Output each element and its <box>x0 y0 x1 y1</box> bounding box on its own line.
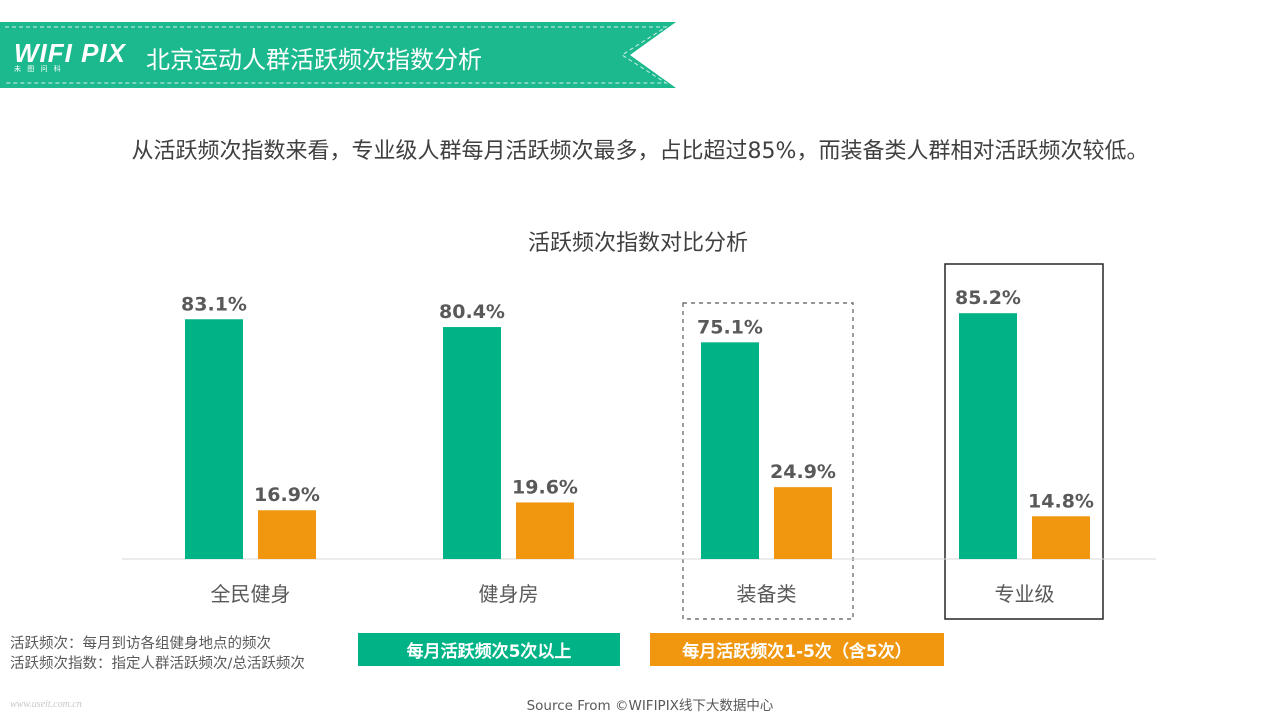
highlight-box-3 <box>944 263 1104 620</box>
category-label-1: 健身房 <box>479 582 539 606</box>
source-text: Source From ©WIFIPIX线下大数据中心 <box>526 698 774 714</box>
note-index-definition: 活跃频次指数：指定人群活跃频次/总活跃频次 <box>10 656 305 672</box>
bar-label-0-3: 85.2% <box>955 287 1021 309</box>
bar-1-1 <box>516 502 574 559</box>
bar-label-1-2: 24.9% <box>770 461 836 483</box>
note-frequency-definition: 活跃频次：每月到访各组健身地点的频次 <box>10 636 271 652</box>
bar-label-0-0: 83.1% <box>181 293 247 315</box>
bar-0-3 <box>959 313 1017 559</box>
bar-0-0 <box>185 319 243 559</box>
category-label-0: 全民健身 <box>211 582 291 606</box>
bar-1-3 <box>1032 516 1090 559</box>
bar-label-0-2: 75.1% <box>697 316 763 338</box>
wifipix-logo: WIFI PIX <box>14 38 126 68</box>
bar-label-1-0: 16.9% <box>254 484 320 506</box>
summary-text: 从活跃频次指数来看，专业级人群每月活跃频次最多，占比超过85%，而装备类人群相对… <box>131 139 1149 164</box>
legend-item-5-plus: 每月活跃频次5次以上 <box>358 633 620 666</box>
bar-label-1-3: 14.8% <box>1028 490 1094 512</box>
legend-item-1-to-5: 每月活跃频次1-5次（含5次） <box>650 633 944 666</box>
bar-0-2 <box>701 342 759 559</box>
category-label-2: 装备类 <box>737 582 797 606</box>
header-banner <box>0 22 676 88</box>
logo-subtext: 未 图 问 科 <box>14 65 63 73</box>
highlight-box-2 <box>682 302 854 620</box>
bar-1-0 <box>258 510 316 559</box>
chart-title: 活跃频次指数对比分析 <box>528 231 748 256</box>
category-label-3: 专业级 <box>995 582 1055 606</box>
bar-0-1 <box>443 327 501 559</box>
bar-label-1-1: 19.6% <box>512 476 578 498</box>
bar-1-2 <box>774 487 832 559</box>
watermark: www.useit.com.cn <box>10 699 82 710</box>
bar-label-0-1: 80.4% <box>439 301 505 323</box>
page-title: 北京运动人群活跃频次指数分析 <box>146 46 482 74</box>
